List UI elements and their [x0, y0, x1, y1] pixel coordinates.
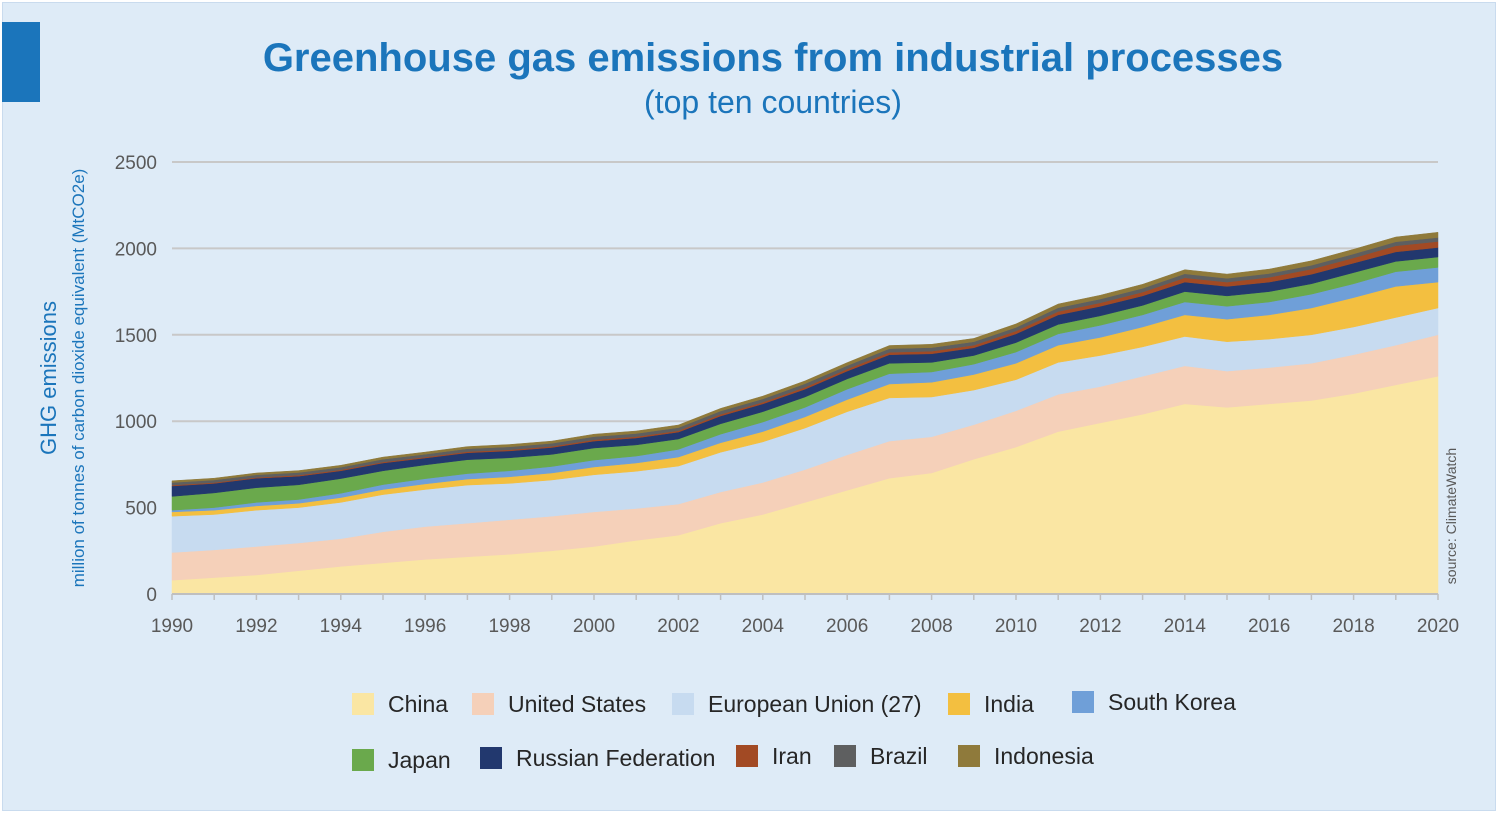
- legend-label: China: [388, 690, 449, 717]
- x-tick-label: 2014: [1164, 616, 1207, 637]
- legend-swatch: [736, 745, 758, 767]
- y-tick-label: 0: [146, 585, 157, 606]
- x-tick-label: 2012: [1079, 616, 1121, 637]
- legend-label: India: [984, 690, 1034, 717]
- y-axis-title: GHG emissions: [36, 301, 61, 455]
- stacked-areas: [171, 232, 1439, 595]
- legend-swatch: [472, 693, 494, 715]
- legend-swatch: [958, 745, 980, 767]
- legend-item: South Korea: [1072, 687, 1236, 717]
- x-tick-label: 1990: [151, 616, 193, 637]
- legend-item: Indonesia: [958, 741, 1094, 771]
- legend-swatch: [1072, 691, 1094, 713]
- legend-label: Iran: [772, 742, 812, 769]
- legend-item: Russian Federation: [480, 743, 715, 773]
- legend-label: South Korea: [1108, 688, 1236, 715]
- x-tick-label: 1998: [488, 616, 530, 637]
- x-tick-label: 1994: [320, 616, 363, 637]
- legend-swatch: [948, 693, 970, 715]
- x-tick-label: 2016: [1248, 616, 1290, 637]
- y-tick-label: 500: [125, 499, 157, 520]
- x-tick-label: 2008: [910, 616, 952, 637]
- x-tick-label: 2020: [1417, 616, 1459, 637]
- legend-item: China: [352, 689, 448, 719]
- y-ticks: 0 500 1000 1500 2000 2500: [115, 153, 157, 606]
- x-tick-label: 2004: [742, 616, 785, 637]
- legend-swatch: [480, 747, 502, 769]
- legend-item: India: [948, 689, 1034, 719]
- source-note: source: ClimateWatch: [1443, 448, 1459, 584]
- x-tick-label: 2000: [573, 616, 615, 637]
- x-tick-label: 2006: [826, 616, 868, 637]
- x-tick-label: 1996: [404, 616, 446, 637]
- y-tick-label: 1500: [115, 326, 157, 347]
- legend-swatch: [672, 693, 694, 715]
- legend-item: United States: [472, 689, 646, 719]
- legend-label: United States: [508, 690, 647, 717]
- accent-bar: [2, 22, 40, 102]
- y-tick-label: 2500: [115, 153, 157, 174]
- x-tick-label: 2010: [995, 616, 1037, 637]
- x-ticks: 1990 1992 1994 1996 1998 2000 2002 2004 2006 2008…: [151, 594, 1459, 637]
- area-indonesia: [171, 232, 1439, 483]
- legend-label: Indonesia: [994, 742, 1094, 769]
- legend-item: Japan: [352, 745, 451, 775]
- x-tick-label: 1992: [235, 616, 277, 637]
- y-tick-label: 1000: [115, 412, 157, 433]
- legend-item: European Union (27): [672, 689, 922, 719]
- legend-item: Brazil: [834, 741, 928, 771]
- legend-label: European Union (27): [708, 690, 922, 717]
- chart-title: Greenhouse gas emissions from industrial…: [262, 36, 1284, 80]
- legend-swatch: [352, 749, 374, 771]
- x-tick-label: 2018: [1332, 616, 1374, 637]
- y-tick-label: 2000: [115, 239, 157, 260]
- legend-item: Iran: [736, 741, 812, 771]
- legend-label: Brazil: [870, 742, 928, 769]
- chart-subtitle: (top ten countries): [644, 84, 902, 120]
- legend-swatch: [834, 745, 856, 767]
- legend-swatch: [352, 693, 374, 715]
- legend-label: Russian Federation: [516, 744, 716, 771]
- x-tick-label: 2002: [657, 616, 699, 637]
- y-axis-subtitle: million of tonnes of carbon dioxide equi…: [69, 169, 88, 588]
- legend-label: Japan: [388, 746, 451, 773]
